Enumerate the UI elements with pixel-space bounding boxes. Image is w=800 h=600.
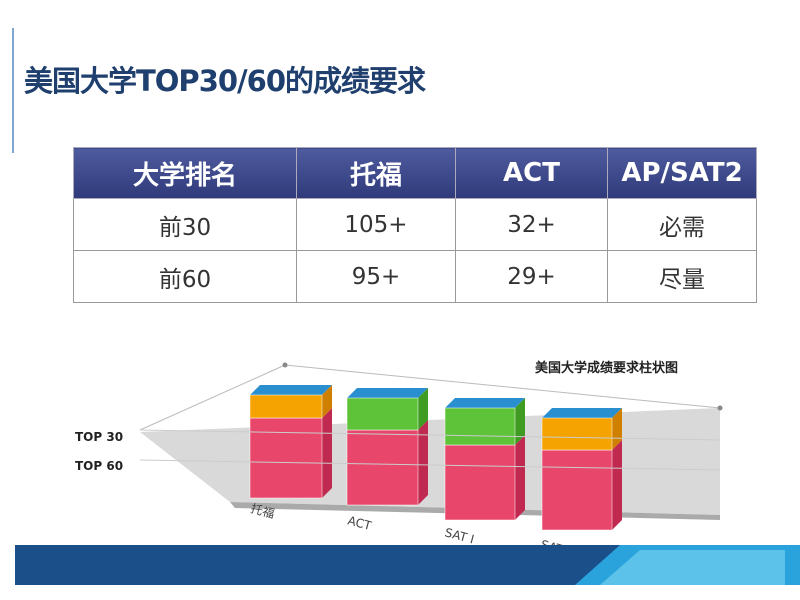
bar-side (515, 398, 525, 445)
bar-top (542, 408, 622, 418)
cell: 必需 (607, 198, 757, 251)
bar-top (445, 398, 525, 408)
header-cell: AP/SAT2 (607, 147, 757, 199)
wall-line (139, 364, 286, 431)
row-label: TOP 30 (75, 430, 123, 444)
category-label: ACT (346, 513, 373, 533)
bar-side (418, 388, 428, 430)
wall-line (284, 364, 721, 409)
bar-face (346, 397, 419, 431)
bar-face (444, 444, 516, 521)
bar-side (515, 435, 525, 520)
cell: 前30 (73, 198, 297, 251)
cell: 29+ (455, 250, 608, 303)
cell: 尽量 (607, 250, 757, 303)
bar-side (418, 420, 428, 505)
bar-face (346, 429, 419, 506)
category-label: SAT I (443, 525, 475, 546)
requirements-table: 大学排名 托福 ACT AP/SAT2 前30 105+ 32+ 必需 前60 … (73, 147, 757, 303)
category-label: 托福 (249, 500, 276, 521)
cell: 105+ (296, 198, 456, 251)
corner-dot (282, 362, 288, 368)
footer-accent (600, 550, 785, 585)
cell: 95+ (296, 250, 456, 303)
bar-side (322, 385, 332, 418)
bar-side (612, 408, 622, 450)
bar-face (541, 417, 613, 451)
header-cell: ACT (455, 147, 608, 199)
accent-line (12, 28, 14, 153)
row-label: TOP 60 (75, 459, 123, 473)
bar-face (249, 417, 323, 499)
wall-line (139, 429, 721, 441)
bar-top (347, 388, 428, 398)
bar-top (250, 385, 332, 395)
wall-line (139, 459, 721, 471)
bar-face (444, 407, 516, 446)
bar-face (249, 394, 323, 419)
bar-side (612, 440, 622, 530)
corner-dot (717, 405, 723, 411)
bar-side (322, 408, 332, 498)
header-row: 大学排名 托福 ACT AP/SAT2 (73, 147, 757, 199)
table-row: 前60 95+ 29+ 尽量 (73, 250, 757, 303)
header-cell: 大学排名 (73, 147, 297, 199)
slide-title: 美国大学TOP30/60的成绩要求 (24, 64, 426, 98)
figure-title: 美国大学成绩要求柱状图 (535, 360, 678, 376)
bar-face (541, 449, 613, 531)
